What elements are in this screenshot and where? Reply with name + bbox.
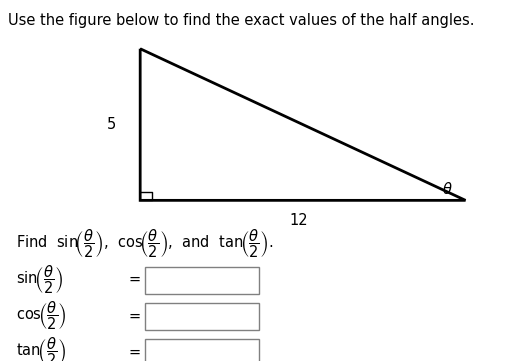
Bar xyxy=(145,267,259,294)
Text: Find  $\mathrm{sin}\!\left(\dfrac{\theta}{2}\right)$,  $\mathrm{cos}\!\left(\dfr: Find $\mathrm{sin}\!\left(\dfrac{\theta}… xyxy=(16,227,273,260)
Text: $\mathrm{cos}\!\left(\dfrac{\theta}{2}\right)$: $\mathrm{cos}\!\left(\dfrac{\theta}{2}\r… xyxy=(16,300,67,332)
Bar xyxy=(145,339,259,361)
Text: =: = xyxy=(129,344,141,360)
Text: 12: 12 xyxy=(289,213,308,228)
Text: =: = xyxy=(129,308,141,323)
Text: θ: θ xyxy=(442,182,452,197)
Bar xyxy=(145,303,259,330)
Text: =: = xyxy=(129,272,141,287)
Text: $\mathrm{tan}\!\left(\dfrac{\theta}{2}\right)$: $\mathrm{tan}\!\left(\dfrac{\theta}{2}\r… xyxy=(16,336,66,361)
Text: Use the figure below to find the exact values of the half angles.: Use the figure below to find the exact v… xyxy=(8,13,475,28)
Text: 5: 5 xyxy=(106,117,116,132)
Text: $\mathrm{sin}\!\left(\dfrac{\theta}{2}\right)$: $\mathrm{sin}\!\left(\dfrac{\theta}{2}\r… xyxy=(16,264,63,296)
